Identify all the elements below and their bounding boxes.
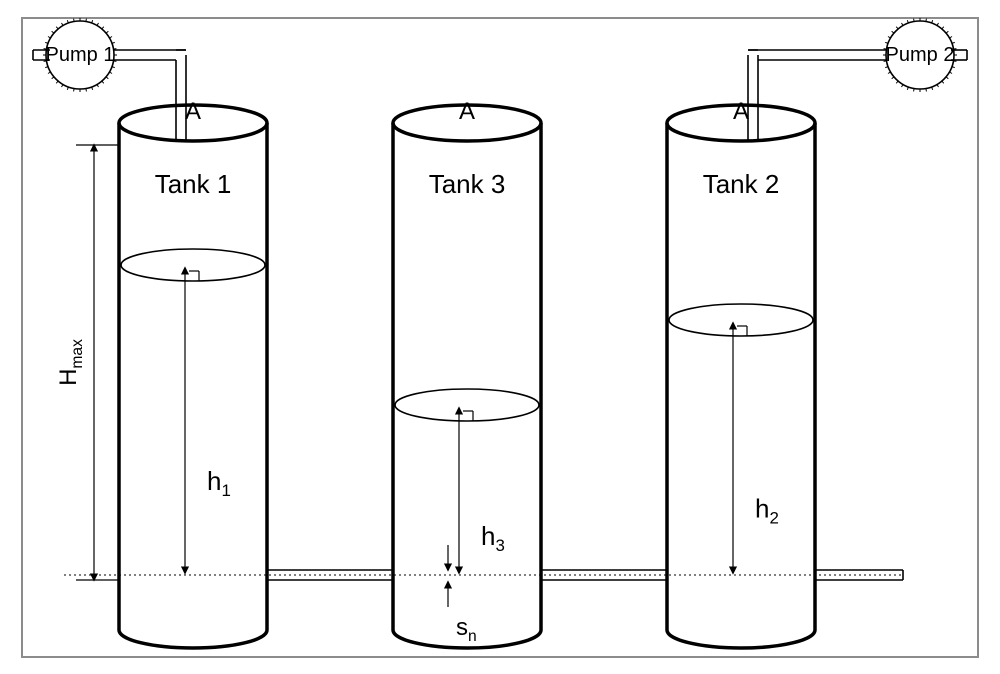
- pump-label: Pump 1: [46, 44, 115, 66]
- dim-tick: [463, 411, 473, 421]
- h3-label: h3: [481, 521, 505, 555]
- tank-label: Tank 2: [703, 169, 780, 199]
- pump-label: Pump 2: [886, 44, 955, 66]
- liquid-surface: [121, 249, 265, 281]
- tank-3: A Tank 3: [393, 98, 541, 648]
- h1-label: h1: [207, 466, 231, 500]
- hmax-label: Hmax: [55, 339, 86, 386]
- liquid-surface: [395, 389, 539, 421]
- area-label: A: [459, 98, 475, 125]
- pump-1: Pump 1: [33, 18, 186, 140]
- tank-1: A Tank 1: [119, 98, 267, 648]
- diagram-frame: [22, 18, 978, 657]
- three-tank-diagram: A Tank 1 A Tank 3 A Tank 2 Pump 1 Pump 2 Hmax h1 h…: [0, 0, 1000, 674]
- area-label: A: [733, 98, 749, 125]
- h2-label: h2: [755, 494, 779, 528]
- liquid-surface: [669, 304, 813, 336]
- dim-tick: [189, 271, 199, 281]
- pump-2: Pump 2: [748, 18, 967, 140]
- tank-label: Tank 3: [429, 169, 506, 199]
- tank-2: A Tank 2: [667, 98, 815, 648]
- area-label: A: [185, 98, 201, 125]
- tank-label: Tank 1: [155, 169, 232, 199]
- dim-tick: [737, 326, 747, 336]
- svg-text:Hmax: Hmax: [55, 339, 86, 386]
- sn-label: sn: [456, 614, 477, 645]
